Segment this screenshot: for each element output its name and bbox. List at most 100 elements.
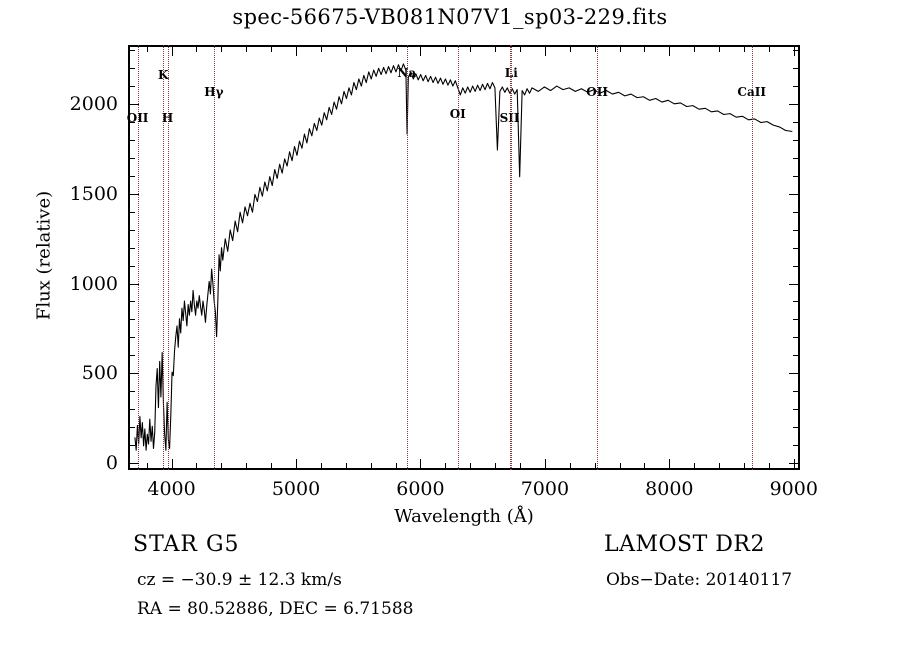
x-axis-tick <box>744 463 745 469</box>
x-axis-tick-top <box>520 46 521 52</box>
y-axis-tick <box>129 337 135 339</box>
y-axis-tick <box>129 68 135 70</box>
redshift-velocity-label: cz = −30.9 ± 12.3 km/s <box>137 570 342 590</box>
x-axis-tick <box>196 463 198 469</box>
y-axis-tick <box>129 229 135 231</box>
x-axis-tick <box>146 463 148 469</box>
x-axis-tick-top <box>196 46 198 52</box>
y-axis-tick <box>129 444 135 446</box>
y-axis-tick <box>129 426 135 428</box>
x-axis-tick-top <box>470 46 472 52</box>
x-axis-tick <box>768 463 770 469</box>
x-axis-tick <box>719 463 721 469</box>
spectral-line-marker <box>751 45 753 470</box>
observation-date-label: Obs−Date: 20140117 <box>606 570 793 590</box>
x-axis-tick <box>569 463 571 469</box>
x-axis-tick-top <box>544 46 546 56</box>
x-axis-tick-top <box>495 46 497 52</box>
y-tick-label: 2000 <box>69 93 118 116</box>
x-axis-tick <box>395 463 397 469</box>
y-axis-tick <box>129 122 135 124</box>
spectral-line-label: Li <box>504 66 518 81</box>
y-axis-tick <box>129 462 139 464</box>
x-axis-tick-top <box>719 46 721 52</box>
y-tick-label: 1000 <box>69 272 118 295</box>
x-axis-tick <box>495 463 497 469</box>
x-axis-tick-top <box>768 46 770 52</box>
y-axis-tick-right <box>789 462 799 464</box>
y-axis-tick <box>129 157 135 159</box>
y-axis-tick-right <box>793 319 799 321</box>
y-tick-label: 1500 <box>69 182 118 205</box>
x-tick-label: 8000 <box>645 478 694 500</box>
spectral-line-marker <box>137 45 139 470</box>
spectral-line-label: OII <box>126 110 149 125</box>
y-axis-label: Flux (relative) <box>33 190 55 321</box>
x-axis-tick-top <box>594 46 596 52</box>
x-axis-label: Wavelength (Å) <box>394 506 534 527</box>
y-axis-tick <box>129 409 135 411</box>
x-axis-tick <box>644 463 646 469</box>
x-tick-label: 9000 <box>769 478 818 500</box>
y-axis-tick-right <box>793 68 799 70</box>
y-axis-tick <box>129 140 135 142</box>
y-axis-tick <box>129 247 135 249</box>
x-tick-label: 4000 <box>147 478 196 500</box>
x-axis-tick-top <box>420 46 422 56</box>
y-axis-tick-right <box>793 140 799 142</box>
y-axis-tick <box>129 193 139 195</box>
page-title: spec-56675-VB081N07V1_sp03-229.fits <box>232 5 668 29</box>
spectral-line-label: Hγ <box>204 85 224 100</box>
y-axis-tick <box>129 104 139 106</box>
y-axis-tick <box>129 355 135 357</box>
y-axis-tick-right <box>793 175 799 177</box>
object-type-label: STAR G5 <box>133 532 240 557</box>
x-axis-tick-top <box>744 46 745 52</box>
y-axis-tick <box>129 319 135 321</box>
y-axis-tick-right <box>793 409 799 411</box>
spectral-line-label: Na <box>397 66 417 81</box>
y-axis-tick-right <box>793 247 799 249</box>
spectral-line-label: OI <box>449 106 466 121</box>
y-axis-tick <box>129 283 139 285</box>
x-axis-tick <box>544 459 546 469</box>
x-axis-tick-top <box>271 46 273 52</box>
spectral-line-marker <box>509 45 511 470</box>
x-axis-tick <box>669 459 671 469</box>
spectral-line-marker <box>597 45 599 470</box>
x-axis-tick <box>345 463 347 469</box>
spectral-line-marker <box>163 45 165 470</box>
x-axis-tick <box>221 463 223 469</box>
y-axis-tick <box>129 175 135 177</box>
y-axis-tick-right <box>789 283 799 285</box>
y-tick-label: 500 <box>81 362 118 385</box>
plot-inner <box>130 47 798 468</box>
spectral-line-label: CaII <box>737 85 766 100</box>
y-axis-tick <box>129 86 135 88</box>
x-axis-tick <box>420 459 422 469</box>
plot-area <box>128 45 800 470</box>
y-axis-tick-right <box>793 229 799 231</box>
y-axis-tick-right <box>793 355 799 357</box>
y-axis-tick-right <box>793 122 799 124</box>
x-axis-tick-top <box>345 46 347 52</box>
x-axis-tick <box>246 463 248 469</box>
x-axis-tick-top <box>445 46 447 52</box>
x-tick-label: 7000 <box>520 478 570 500</box>
x-axis-tick <box>619 463 621 469</box>
y-axis-tick-right <box>789 373 799 375</box>
y-axis-tick <box>129 211 135 213</box>
y-axis-tick-right <box>789 193 799 195</box>
x-axis-tick-top <box>395 46 397 52</box>
coordinates-label: RA = 80.52886, DEC = 6.71588 <box>137 599 414 619</box>
x-axis-tick-top <box>246 46 248 52</box>
x-axis-tick-top <box>644 46 646 52</box>
y-axis-tick-right <box>793 391 799 393</box>
x-axis-tick-top <box>146 46 148 52</box>
x-axis-tick <box>594 463 596 469</box>
x-axis-tick-top <box>694 46 696 52</box>
y-axis-tick <box>129 391 135 393</box>
spectral-line-marker <box>511 45 513 470</box>
y-axis-tick-right <box>793 50 799 52</box>
